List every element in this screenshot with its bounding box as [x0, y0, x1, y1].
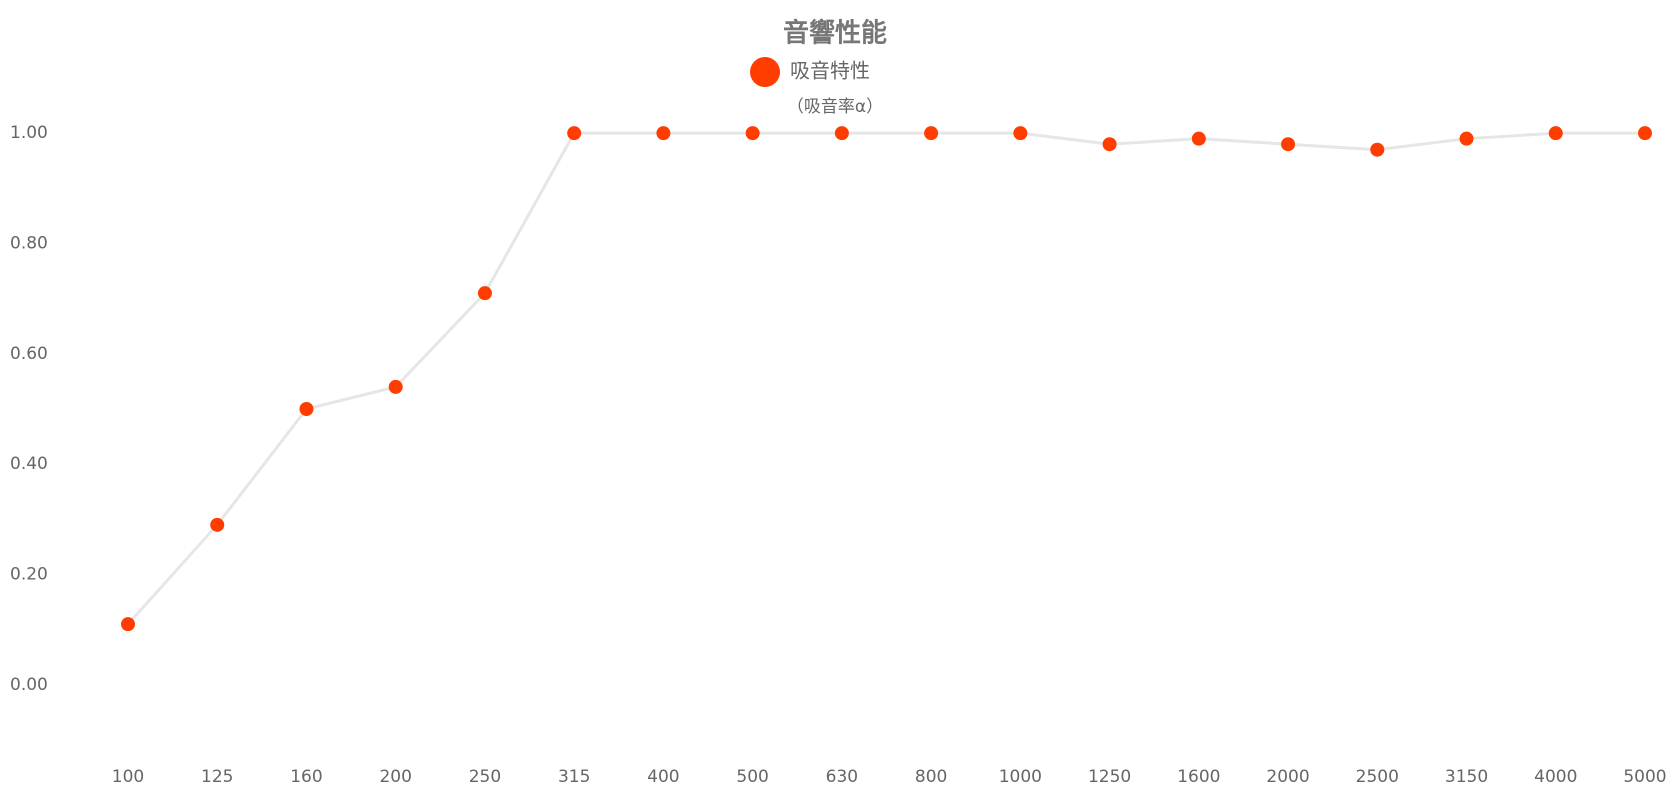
- x-tick-label: 800: [915, 767, 947, 787]
- data-point: [1459, 131, 1474, 146]
- x-tick-label: 1250: [1088, 767, 1131, 787]
- data-point: [1548, 126, 1563, 141]
- x-tick-label: 315: [558, 767, 590, 787]
- x-tick-label: 5000: [1623, 767, 1666, 787]
- data-point: [1638, 126, 1652, 141]
- data-point: [1281, 137, 1296, 152]
- x-tick-label: 2000: [1266, 767, 1309, 787]
- data-point: [1013, 126, 1028, 141]
- data-point: [121, 617, 135, 632]
- data-point: [477, 286, 492, 301]
- y-tick-label: 0.00: [10, 675, 48, 695]
- chart-title: 音響性能: [783, 18, 887, 49]
- y-tick-label: 0.40: [10, 454, 48, 474]
- x-tick-label: 1000: [999, 767, 1042, 787]
- data-point: [1102, 137, 1117, 152]
- data-point: [567, 126, 582, 141]
- x-tick-label: 2500: [1356, 767, 1399, 787]
- chart-subtitle: （吸音率α）: [787, 97, 883, 117]
- data-point: [210, 517, 225, 532]
- y-tick-label: 0.20: [10, 565, 48, 585]
- data-point: [1191, 131, 1206, 146]
- series-line: [126, 131, 1645, 626]
- data-point: [299, 402, 314, 416]
- y-tick-label: 1.00: [10, 123, 48, 143]
- y-tick-label: 0.80: [10, 234, 48, 254]
- data-point: [745, 126, 760, 141]
- x-tick-label: 400: [647, 767, 679, 787]
- x-tick-label: 125: [201, 767, 233, 787]
- data-point: [388, 379, 403, 394]
- data-point: [656, 126, 671, 141]
- x-tick-label: 500: [736, 767, 768, 787]
- x-tick-label: 200: [379, 767, 411, 787]
- x-tick-label: 3150: [1445, 767, 1488, 787]
- x-tick-label: 4000: [1534, 767, 1577, 787]
- data-point: [834, 126, 849, 141]
- data-point: [1370, 142, 1385, 157]
- x-tick-label: 160: [290, 767, 322, 787]
- legend-marker: [750, 57, 780, 87]
- x-tick-label: 630: [826, 767, 858, 787]
- data-point: [924, 126, 939, 141]
- y-tick-label: 0.60: [10, 344, 48, 364]
- legend-label: 吸音特性: [790, 59, 870, 83]
- x-tick-label: 1600: [1177, 767, 1220, 787]
- x-tick-label: 100: [112, 767, 144, 787]
- x-tick-label: 250: [469, 767, 501, 787]
